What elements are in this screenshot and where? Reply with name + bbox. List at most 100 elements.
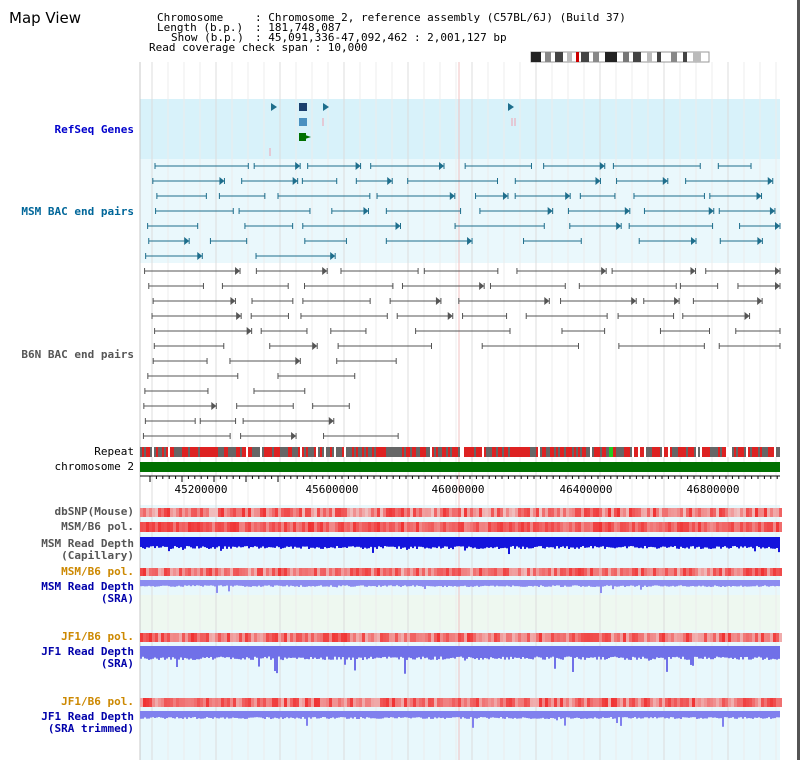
- jf1-pol-cell: [674, 633, 677, 642]
- msm-depth-cap-bar: [304, 537, 306, 547]
- msm-pol-cell: [149, 522, 152, 532]
- msm-depth-cap-bar: [582, 537, 584, 547]
- msm-pol2-cell: [572, 568, 575, 576]
- track-label-b6n-bac[interactable]: B6N BAC end pairs: [21, 348, 134, 361]
- repeat-segment: [542, 447, 544, 457]
- msm-pol-cell: [365, 522, 368, 532]
- msm-depth-sra-bar: [508, 580, 510, 587]
- msm-depth-cap-bar: [526, 537, 528, 548]
- jf1-depth-trim-bar: [578, 711, 580, 718]
- jf1-pol-cell: [626, 633, 629, 642]
- msm-pol2-cell: [731, 568, 734, 576]
- jf1-depth-sra-bar: [740, 646, 742, 658]
- msm-pol-cell: [182, 522, 185, 532]
- msm-pol2-cell: [359, 568, 362, 576]
- jf1-pol2-cell: [563, 698, 566, 707]
- msm-pol-cell: [485, 522, 488, 532]
- jf1-depth-trim-bar: [590, 711, 592, 719]
- jf1-depth-trim-bar: [758, 711, 760, 718]
- jf1-pol2-cell: [281, 698, 284, 707]
- jf1-depth-sra-bar: [570, 646, 572, 657]
- msm-pol-cell: [272, 522, 275, 532]
- repeat-segment: [528, 447, 530, 457]
- jf1-pol2-cell: [317, 698, 320, 707]
- jf1-depth-sra-bar: [720, 646, 722, 658]
- repeat-segment: [404, 447, 406, 457]
- repeat-segment: [188, 447, 190, 457]
- msm-pol2-cell: [356, 568, 359, 576]
- jf1-pol2-cell: [485, 698, 488, 707]
- ideogram-band: [555, 52, 563, 62]
- b6n-bac-pair-arrow: [674, 297, 680, 305]
- msm-depth-sra-bar: [452, 580, 454, 587]
- track-label-msm-bac[interactable]: MSM BAC end pairs: [21, 205, 134, 218]
- msm-depth-sra-bar: [604, 580, 606, 587]
- jf1-depth-sra-bar: [292, 646, 294, 658]
- jf1-pol-cell: [332, 633, 335, 642]
- msm-depth-sra-bar: [574, 580, 576, 586]
- msm-depth-cap-bar: [540, 537, 542, 547]
- dbsnp-cell: [668, 508, 671, 517]
- msm-depth-sra-bar: [372, 580, 374, 587]
- jf1-depth-trim-bar: [264, 711, 266, 719]
- msm-pol2-cell: [167, 568, 170, 576]
- jf1-depth-trim-bar: [522, 711, 524, 718]
- jf1-pol2-cell: [410, 698, 413, 707]
- jf1-depth-trim-bar: [326, 711, 328, 719]
- jf1-depth-sra-bar: [290, 646, 292, 659]
- msm-depth-sra-bar: [498, 580, 500, 587]
- repeat-segment: [260, 447, 262, 457]
- jf1-depth-trim-bar: [466, 711, 468, 719]
- jf1-pol-cell: [236, 633, 239, 642]
- b6n-bac-pair-arrow: [447, 312, 453, 320]
- msm-pol-cell: [617, 522, 620, 532]
- msm-pol2-cell: [440, 568, 443, 576]
- jf1-depth-trim-bar: [384, 711, 386, 718]
- msm-pol-cell: [515, 522, 518, 532]
- jf1-depth-trim-bar: [178, 711, 180, 719]
- axis-tick-label: 46800000: [686, 483, 740, 496]
- jf1-depth-sra-bar: [730, 646, 732, 658]
- msm-pol2-cell: [701, 568, 704, 576]
- msm-pol2-cell: [635, 568, 638, 576]
- msm-depth-sra-bar: [264, 580, 266, 586]
- msm-depth-cap-bar: [308, 537, 310, 549]
- jf1-pol2-cell: [494, 698, 497, 707]
- msm-depth-sra-bar: [312, 580, 314, 587]
- dbsnp-cell: [359, 508, 362, 517]
- msm-depth-sra-bar: [284, 580, 286, 587]
- msm-depth-sra-bar: [696, 580, 698, 587]
- msm-depth-sra-bar: [506, 580, 508, 586]
- msm-depth-sra-bar: [488, 580, 490, 587]
- jf1-pol-cell: [407, 633, 410, 642]
- msm-pol-cell: [713, 522, 716, 532]
- dbsnp-cell: [677, 508, 680, 517]
- track-label-msm-depth-capillary-sub: (Capillary): [61, 549, 134, 562]
- jf1-pol-cell: [740, 633, 743, 642]
- jf1-pol-cell: [188, 633, 191, 642]
- msm-depth-cap-bar: [470, 537, 472, 548]
- dbsnp-cell: [443, 508, 446, 517]
- msm-depth-cap-bar: [560, 537, 562, 548]
- jf1-depth-sra-bar: [310, 646, 312, 657]
- msm-pol2-cell: [320, 568, 323, 576]
- msm-pol2-cell: [218, 568, 221, 576]
- jf1-depth-trim-bar: [402, 711, 404, 718]
- repeat-segment: [276, 447, 278, 457]
- jf1-depth-sra-bar: [482, 646, 484, 660]
- jf1-pol2-cell: [518, 698, 521, 707]
- gene-arrow: [271, 103, 277, 111]
- jf1-depth-trim-bar: [214, 711, 216, 718]
- jf1-pol2-cell: [311, 698, 314, 707]
- jf1-depth-sra-bar: [236, 646, 238, 659]
- jf1-pol2-cell: [512, 698, 515, 707]
- msm-pol-cell: [305, 522, 308, 532]
- track-label-refseq[interactable]: RefSeq Genes: [54, 123, 134, 136]
- b6n-bac-pair-arrow: [246, 327, 252, 335]
- jf1-pol-cell: [278, 633, 281, 642]
- jf1-depth-sra-bar: [204, 646, 206, 658]
- msm-pol-cell: [560, 522, 563, 532]
- msm-depth-sra-bar: [612, 580, 614, 590]
- jf1-depth-trim-bar: [460, 711, 462, 719]
